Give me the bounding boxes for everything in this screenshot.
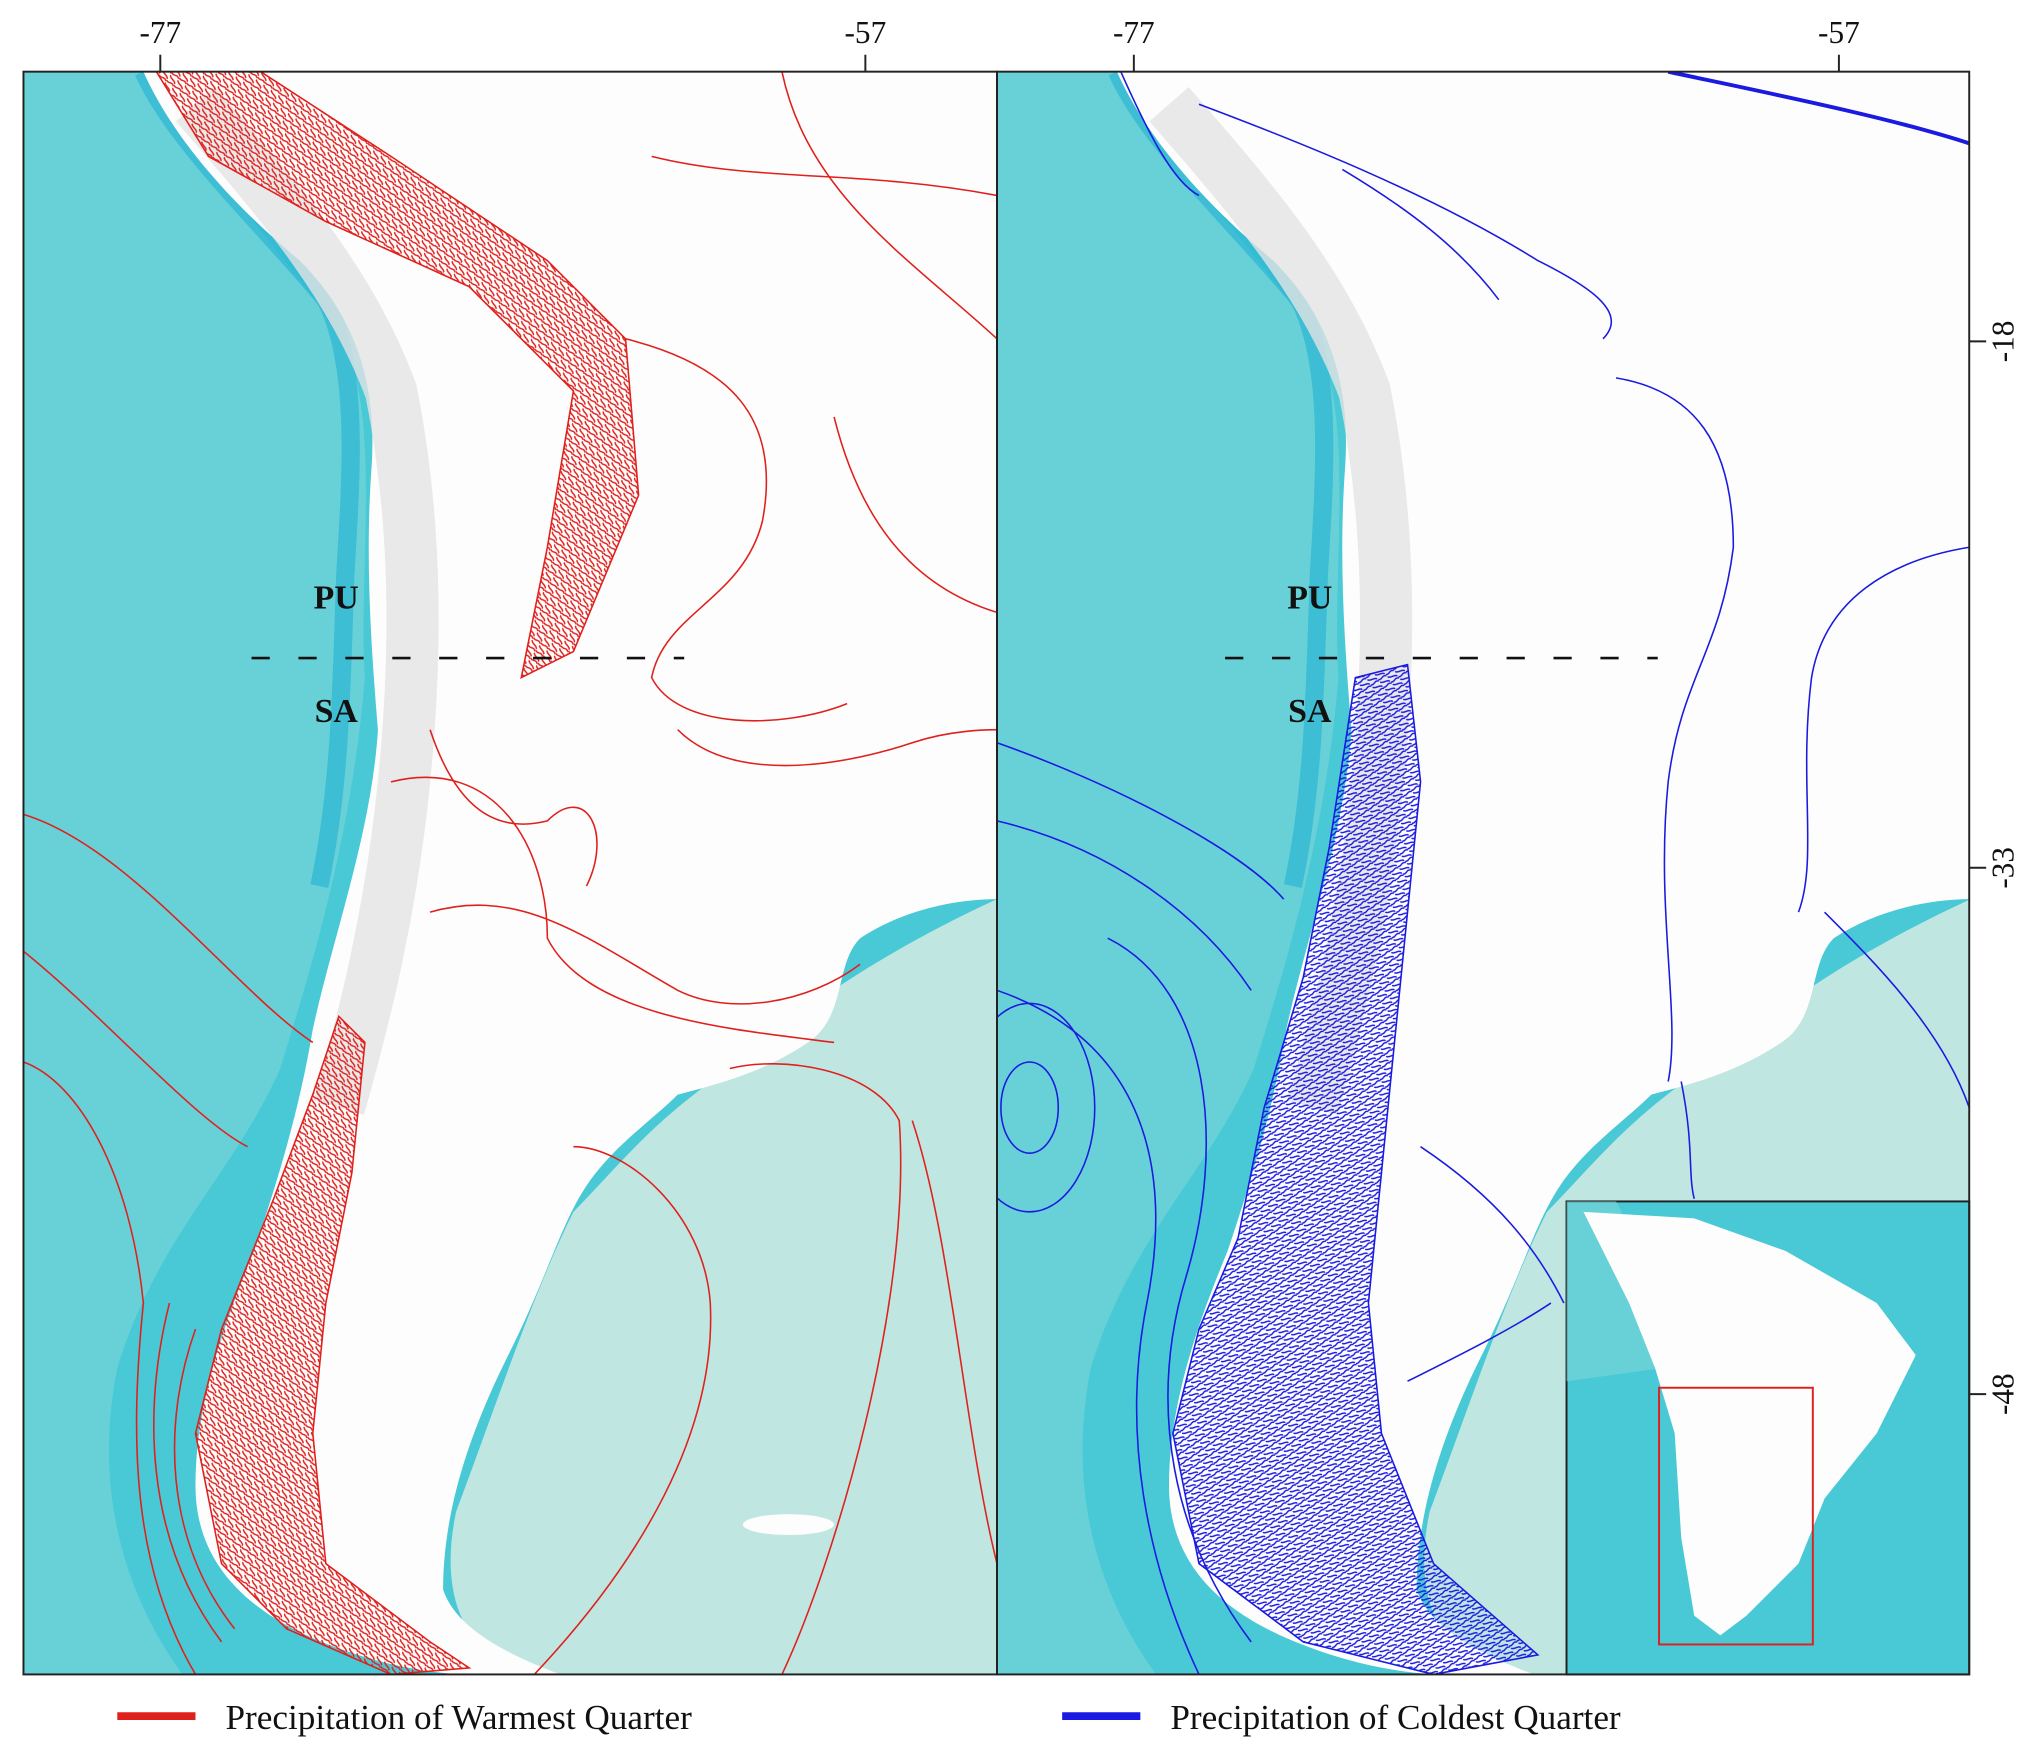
lon-tick-label: -57	[845, 15, 887, 50]
lat-tick-label: -18	[1986, 321, 2021, 363]
right-frame	[996, 70, 1971, 1676]
lon-tick-label: -77	[1113, 15, 1155, 50]
lat-tick-label: -48	[1986, 1373, 2021, 1415]
region-label: PU	[314, 580, 359, 617]
region-label: PU	[1287, 580, 1332, 617]
legend-label: Precipitation of Warmest Quarter	[225, 1698, 692, 1737]
legend-label: Precipitation of Coldest Quarter	[1170, 1698, 1621, 1737]
region-label: SA	[315, 693, 359, 730]
inset-map	[1565, 1200, 1971, 1676]
region-label: SA	[1288, 693, 1332, 730]
lon-tick-label: -77	[139, 15, 181, 50]
lon-tick-label: -57	[1818, 15, 1860, 50]
right-map	[996, 71, 1970, 1675]
left-map	[23, 71, 997, 1675]
lat-tick-label: -33	[1986, 847, 2021, 889]
